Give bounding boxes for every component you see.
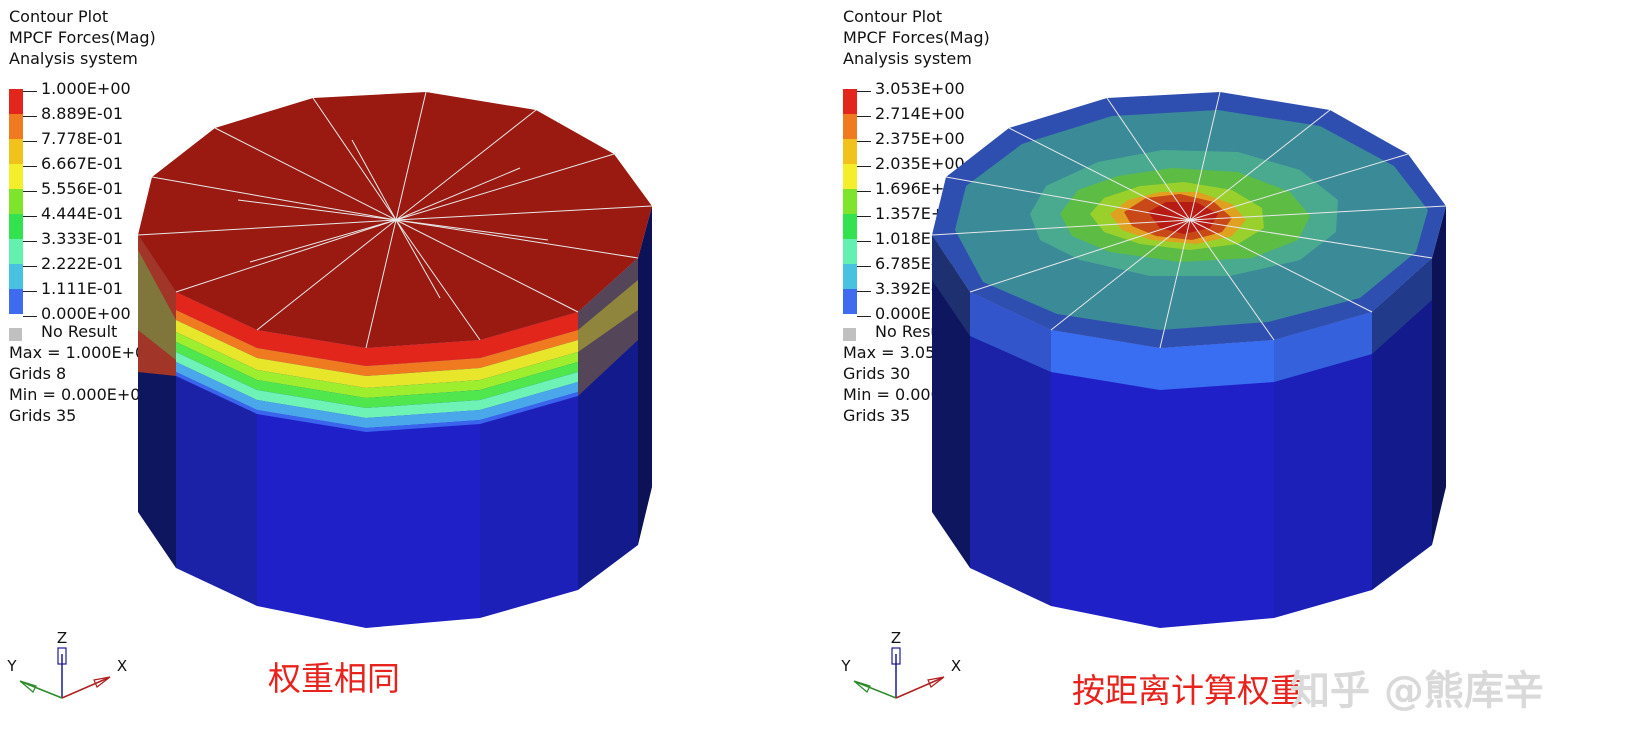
legend-swatch xyxy=(9,114,23,139)
legend-swatch xyxy=(843,189,857,214)
legend-swatch xyxy=(9,139,23,164)
legend-value: 2.375E+00 xyxy=(875,129,965,148)
legend-swatch xyxy=(843,164,857,189)
legend-value: 8.889E-01 xyxy=(41,104,124,123)
plot-type-label: Contour Plot xyxy=(843,7,943,26)
min-value: Min = 0.000E+00 xyxy=(9,385,151,404)
legend-swatch xyxy=(9,164,23,189)
side-face xyxy=(1274,312,1372,618)
no-result-label: No Result xyxy=(41,322,118,341)
legend-swatch xyxy=(843,289,857,314)
caption-distance-weight: 按距离计算权重 xyxy=(1072,671,1303,710)
legend-value: 0.000E+00 xyxy=(41,304,131,323)
cylinder-model[interactable] xyxy=(834,0,1627,744)
cylinder-model[interactable] xyxy=(0,0,813,744)
legend-value: 2.714E+00 xyxy=(875,104,965,123)
legend-swatch xyxy=(843,114,857,139)
legend-value: 2.222E-01 xyxy=(41,254,124,273)
contour-bands xyxy=(932,235,1432,390)
axis-triad: Z Y X xyxy=(840,630,961,699)
result-type-label: MPCF Forces(Mag) xyxy=(843,28,990,47)
legend-swatch xyxy=(843,264,857,289)
no-result-swatch xyxy=(9,328,22,341)
legend-value: 3.053E+00 xyxy=(875,79,965,98)
viewport-right[interactable]: Contour Plot MPCF Forces(Mag) Analysis s… xyxy=(834,0,1627,744)
legend-swatch xyxy=(843,139,857,164)
mesh-lines xyxy=(137,91,653,349)
legend-value: 4.444E-01 xyxy=(41,204,124,223)
legend-swatch xyxy=(9,89,23,114)
legend-value: 6.667E-01 xyxy=(41,154,124,173)
max-grid: Grids 8 xyxy=(9,364,67,383)
legend-value: 7.778E-01 xyxy=(41,129,124,148)
y-axis-label: Y xyxy=(840,657,851,675)
legend-swatch xyxy=(9,289,23,314)
side-face xyxy=(970,292,1051,606)
axis-triad: Z Y X xyxy=(6,630,127,699)
legend-swatch xyxy=(9,264,23,289)
watermark: 知乎 @熊库辛 xyxy=(1290,668,1544,714)
viewport-left[interactable]: Contour Plot MPCF Forces(Mag) Analysis s… xyxy=(0,0,813,744)
z-axis-label: Z xyxy=(57,630,67,647)
side-face xyxy=(1051,330,1160,628)
coord-system-label: Analysis system xyxy=(9,49,138,68)
legend-swatch xyxy=(843,89,857,114)
legend-swatch xyxy=(9,214,23,239)
min-grid: Grids 35 xyxy=(9,406,77,425)
min-grid: Grids 35 xyxy=(843,406,911,425)
x-axis-label: X xyxy=(117,657,127,675)
contour-zone xyxy=(1148,202,1218,234)
side-face xyxy=(1160,340,1274,628)
caption-equal-weight: 权重相同 xyxy=(268,659,400,698)
result-type-label: MPCF Forces(Mag) xyxy=(9,28,156,47)
legend-value: 2.035E+00 xyxy=(875,154,965,173)
plot-header: Contour Plot MPCF Forces(Mag) Analysis s… xyxy=(843,6,990,69)
legend-swatch xyxy=(843,214,857,239)
x-axis-label: X xyxy=(951,657,961,675)
coord-system-label: Analysis system xyxy=(843,49,972,68)
side-face xyxy=(1372,258,1432,590)
legend-swatch xyxy=(9,239,23,264)
legend-swatch xyxy=(843,239,857,264)
contour-bands xyxy=(138,235,638,432)
legend-value: 5.556E-01 xyxy=(41,179,124,198)
max-value: Max = 1.000E+00 xyxy=(9,343,156,362)
plot-type-label: Contour Plot xyxy=(9,7,109,26)
legend-value: 1.111E-01 xyxy=(41,279,124,298)
side-face xyxy=(638,206,652,545)
legend-swatch xyxy=(9,189,23,214)
no-result-swatch xyxy=(843,328,856,341)
z-axis-label: Z xyxy=(891,630,901,647)
y-axis-label: Y xyxy=(6,657,17,675)
side-face xyxy=(1432,206,1446,545)
legend-value: 1.000E+00 xyxy=(41,79,131,98)
plot-header: Contour Plot MPCF Forces(Mag) Analysis s… xyxy=(9,6,156,69)
result-stats: Max = 1.000E+00 Grids 8 Min = 0.000E+00 … xyxy=(9,342,155,426)
legend-value: 3.333E-01 xyxy=(41,229,124,248)
max-grid: Grids 30 xyxy=(843,364,911,383)
mesh-lines xyxy=(931,91,1447,349)
